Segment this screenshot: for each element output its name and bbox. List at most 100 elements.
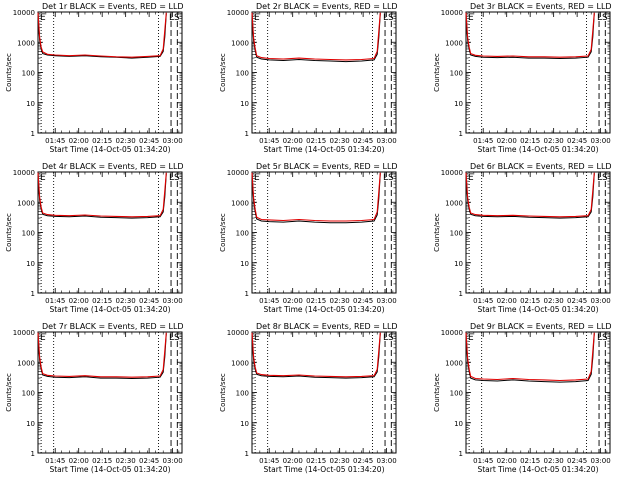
corner-marker-right: LS (169, 333, 180, 343)
y-tick-label: 10000 (13, 9, 35, 17)
x-tick-label: 01:45 (259, 457, 279, 465)
x-tick-label: 02:15 (520, 457, 540, 465)
y-tick-label: 10000 (227, 9, 249, 17)
x-tick-label: 02:45 (139, 297, 159, 305)
x-tick-label: 01:45 (473, 457, 493, 465)
x-tick-label: 02:30 (330, 137, 350, 145)
panel-title: Det 6r BLACK = Events, RED = LLD (470, 162, 612, 171)
y-tick-label: 100 (22, 70, 35, 78)
x-tick-label: 02:15 (92, 137, 112, 145)
x-axis-label: Start Time (14-Oct-05 01:34:20) (263, 305, 384, 314)
x-tick-label: 02:15 (306, 457, 326, 465)
x-tick-label: 02:15 (520, 297, 540, 305)
plot-frame (251, 11, 397, 134)
x-tick-label: 03:00 (377, 457, 397, 465)
y-tick-label: 1000 (17, 39, 35, 47)
y-tick-label: 1000 (17, 199, 35, 207)
x-tick-label: 01:45 (45, 297, 65, 305)
panel-title: Det 7r BLACK = Events, RED = LLD (42, 322, 184, 331)
series-line-lld (251, 172, 381, 222)
x-axis-label: Start Time (14-Oct-05 01:34:20) (477, 145, 598, 154)
series-line-events (465, 173, 595, 219)
chart-panel-4: Det 4r BLACK = Events, RED = LLD 1 10 100 10… (5, 162, 184, 314)
x-tick-label: 01:45 (259, 137, 279, 145)
y-tick-label: 100 (236, 70, 249, 78)
chart-panel-3: Det 3r BLACK = Events, RED = LLD 1 10 100 10… (433, 2, 612, 154)
x-tick-label: 03:00 (163, 137, 183, 145)
x-tick-label: 02:30 (544, 297, 564, 305)
x-tick-label: 02:45 (567, 137, 587, 145)
y-tick-label: 1 (31, 450, 35, 458)
panel-title: Det 4r BLACK = Events, RED = LLD (42, 162, 184, 171)
y-tick-label: 1 (459, 450, 463, 458)
y-tick-label: 1 (31, 130, 35, 138)
y-tick-label: 1 (245, 450, 249, 458)
corner-marker-right: LS (383, 333, 394, 343)
panel-title: Det 8r BLACK = Events, RED = LLD (256, 322, 398, 331)
x-tick-label: 03:00 (591, 457, 611, 465)
x-tick-label: 02:00 (283, 457, 303, 465)
y-axis-label: Counts/sec (5, 53, 13, 92)
y-tick-label: 10 (454, 260, 463, 268)
x-axis-label: Start Time (14-Oct-05 01:34:20) (263, 145, 384, 154)
y-axis-label: Counts/sec (433, 373, 441, 412)
panel-title: Det 3r BLACK = Events, RED = LLD (470, 2, 612, 11)
series-line-events (465, 333, 595, 383)
y-axis-label: Counts/sec (5, 213, 13, 252)
x-tick-label: 02:45 (353, 137, 373, 145)
y-axis-label: Counts/sec (219, 373, 227, 412)
x-tick-label: 03:00 (377, 297, 397, 305)
panel-title: Det 2r BLACK = Events, RED = LLD (256, 2, 398, 11)
corner-marker-right: LS (597, 173, 608, 183)
y-tick-label: 10000 (441, 9, 463, 17)
corner-marker-left: E (40, 333, 46, 343)
y-tick-label: 10 (240, 420, 249, 428)
corner-marker-left: E (254, 13, 260, 23)
y-tick-label: 1000 (231, 359, 249, 367)
y-tick-label: 10000 (441, 329, 463, 337)
x-tick-label: 02:00 (283, 297, 303, 305)
x-axis-label: Start Time (14-Oct-05 01:34:20) (477, 465, 598, 474)
series-line-events (251, 173, 381, 224)
x-tick-label: 02:45 (567, 457, 587, 465)
x-tick-label: 03:00 (591, 297, 611, 305)
plot-frame (465, 171, 611, 294)
y-tick-label: 1000 (231, 39, 249, 47)
y-axis-label: Counts/sec (5, 373, 13, 412)
y-tick-label: 100 (236, 230, 249, 238)
y-axis-label: Counts/sec (433, 213, 441, 252)
x-tick-label: 02:00 (497, 457, 517, 465)
corner-marker-left: E (40, 173, 46, 183)
x-tick-label: 01:45 (473, 137, 493, 145)
y-tick-label: 10000 (227, 329, 249, 337)
y-tick-label: 10 (240, 100, 249, 108)
x-tick-label: 01:45 (473, 297, 493, 305)
y-tick-label: 10 (454, 100, 463, 108)
x-tick-label: 01:45 (45, 457, 65, 465)
series-line-lld (37, 12, 167, 58)
x-tick-label: 03:00 (377, 137, 397, 145)
y-tick-label: 10 (240, 260, 249, 268)
y-tick-label: 100 (450, 230, 463, 238)
x-tick-label: 02:00 (497, 297, 517, 305)
series-line-events (37, 173, 167, 219)
y-tick-label: 10 (26, 100, 35, 108)
corner-marker-right: LS (597, 333, 608, 343)
x-tick-label: 02:30 (330, 297, 350, 305)
series-line-lld (465, 12, 595, 58)
y-tick-label: 100 (450, 70, 463, 78)
x-tick-label: 02:00 (283, 137, 303, 145)
corner-marker-right: LS (597, 13, 608, 23)
series-line-lld (465, 332, 595, 382)
plot-frame (465, 331, 611, 454)
x-tick-label: 02:15 (520, 137, 540, 145)
y-tick-label: 100 (22, 230, 35, 238)
x-tick-label: 02:30 (116, 297, 136, 305)
x-tick-label: 02:00 (69, 137, 89, 145)
corner-marker-right: LS (383, 13, 394, 23)
y-tick-label: 1000 (231, 199, 249, 207)
chart-panel-5: Det 5r BLACK = Events, RED = LLD 1 10 100 10… (219, 162, 398, 314)
x-tick-label: 02:15 (306, 297, 326, 305)
x-tick-label: 02:30 (544, 457, 564, 465)
x-tick-label: 02:30 (544, 137, 564, 145)
